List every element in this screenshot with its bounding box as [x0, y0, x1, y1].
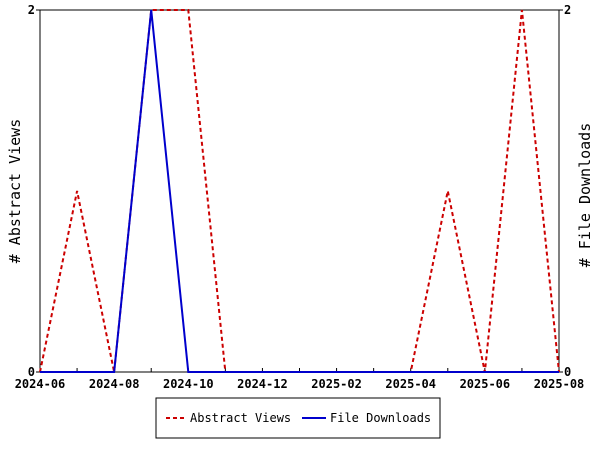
series-group: [39, 9, 560, 373]
y-axis-right-title: # File Downloads: [576, 123, 594, 268]
x-tick-label: 2025-04: [385, 377, 436, 391]
plot-frame: [39, 9, 560, 373]
y-axis-right: 02: [559, 3, 571, 379]
plot-area: [39, 9, 560, 373]
x-tick-label: 2025-02: [311, 377, 362, 391]
legend-box: [155, 397, 441, 439]
y-left-tick-label: 2: [28, 3, 35, 17]
legend: Abstract Views File Downloads: [155, 397, 441, 439]
x-tick-label: 2025-06: [460, 377, 511, 391]
x-tick-label: 2024-06: [15, 377, 66, 391]
x-tick-label: 2024-08: [89, 377, 140, 391]
x-tick-label: 2025-08: [534, 377, 585, 391]
legend-label-abstract-views: Abstract Views: [190, 411, 291, 425]
legend-label-file-downloads: File Downloads: [330, 411, 431, 425]
y-right-tick-label: 0: [564, 365, 571, 379]
series-line-file-downloads: [40, 9, 559, 373]
x-tick-label: 2024-12: [237, 377, 288, 391]
y-axis-left-title: # Abstract Views: [6, 119, 24, 264]
x-axis: 2024-06 2024-08 2024-10 2024-12 2025-02 2025-…: [15, 368, 585, 391]
y-right-tick-label: 2: [564, 3, 571, 17]
x-tick-label: 2024-10: [163, 377, 214, 391]
y-left-tick-label: 0: [28, 365, 35, 379]
y-axis-left: 02: [28, 3, 40, 379]
